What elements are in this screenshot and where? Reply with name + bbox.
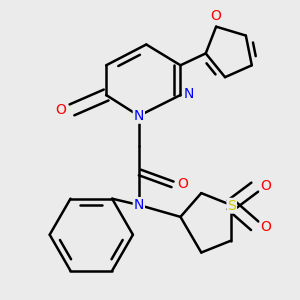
Text: N: N [134,198,144,212]
Text: O: O [56,103,66,117]
Text: N: N [184,86,194,100]
Text: S: S [227,199,236,213]
Text: O: O [210,8,221,22]
Text: N: N [134,109,144,123]
Text: O: O [260,220,272,234]
Text: O: O [260,179,272,193]
Text: O: O [177,177,188,191]
